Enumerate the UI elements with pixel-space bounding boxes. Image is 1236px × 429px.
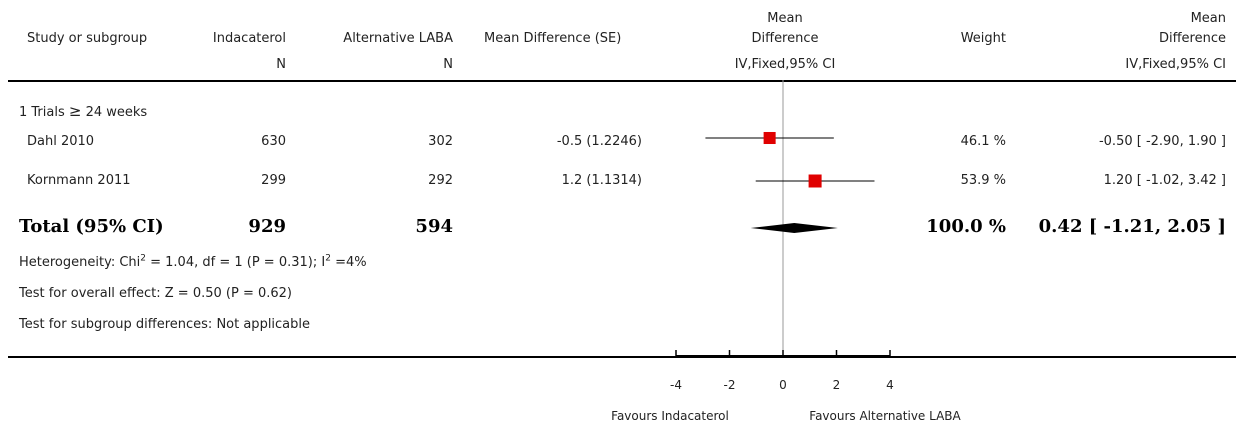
subgroup-heading: 1 Trials ≥ 24 weeks (19, 102, 148, 120)
study-md-se: -0.5 (1.2246) (556, 134, 642, 149)
pooled-diamond (750, 223, 838, 233)
study-estimate-square (808, 174, 822, 188)
study-ctrl-n: 292 (428, 173, 453, 188)
study-name: Kornmann 2011 (27, 173, 131, 188)
study-name: Dahl 2010 (27, 134, 95, 149)
header-method1: IV,Fixed,95% CI (734, 57, 836, 72)
study-ctrl-n: 302 (428, 134, 453, 149)
subgroup-diff-text: Test for subgroup differences: Not appli… (19, 317, 311, 332)
study-md-se: 1.2 (1.1314) (561, 173, 642, 188)
x-tick-label: -2 (724, 378, 736, 392)
favours-right-label: Favours Alternative LABA (809, 409, 961, 423)
header-study: Study or subgroup (27, 31, 148, 46)
header-exp-n: N (276, 57, 286, 72)
study-ci: 1.20 [ -1.02, 3.42 ] (1103, 173, 1226, 188)
total-ctrl-n: 594 (415, 216, 453, 237)
header-md2-bottom: Difference (1158, 31, 1226, 46)
header-md-bottom: Difference (751, 31, 819, 46)
header-experimental: Indacaterol (212, 31, 286, 46)
study-weight: 46.1 % (960, 134, 1006, 149)
header-method2: IV,Fixed,95% CI (1125, 57, 1226, 72)
total-weight: 100.0 % (926, 216, 1006, 237)
study-exp-n: 299 (261, 173, 286, 188)
study-estimate-square (763, 131, 776, 145)
study-ci: -0.50 [ -2.90, 1.90 ] (1098, 134, 1226, 149)
header-weight: Weight (960, 31, 1006, 46)
header-control: Alternative LABA (343, 31, 453, 46)
header-ctrl-n: N (443, 57, 453, 72)
x-tick-label: 2 (833, 378, 841, 392)
total-label: Total (95% CI) (19, 216, 164, 237)
x-tick-label: -4 (670, 378, 682, 392)
total-exp-n: 929 (248, 216, 286, 237)
study-weight: 53.9 % (960, 173, 1006, 188)
header-md2-top: Mean (1190, 11, 1226, 26)
overall-effect-text: Test for overall effect: Z = 0.50 (P = 0… (19, 286, 292, 301)
header-mean-diff-se: Mean Difference (SE) (484, 31, 622, 46)
header-md-top: Mean (767, 11, 803, 26)
total-ci: 0.42 [ -1.21, 2.05 ] (1038, 216, 1226, 237)
footer-rule (8, 356, 1236, 358)
header-rule (8, 80, 1236, 82)
favours-left-label: Favours Indacaterol (611, 409, 729, 423)
heterogeneity-text: Heterogeneity: Chi2 = 1.04, df = 1 (P = … (19, 253, 367, 270)
x-tick-label: 0 (779, 378, 787, 392)
study-exp-n: 630 (261, 134, 286, 149)
x-tick-label: 4 (886, 378, 894, 392)
